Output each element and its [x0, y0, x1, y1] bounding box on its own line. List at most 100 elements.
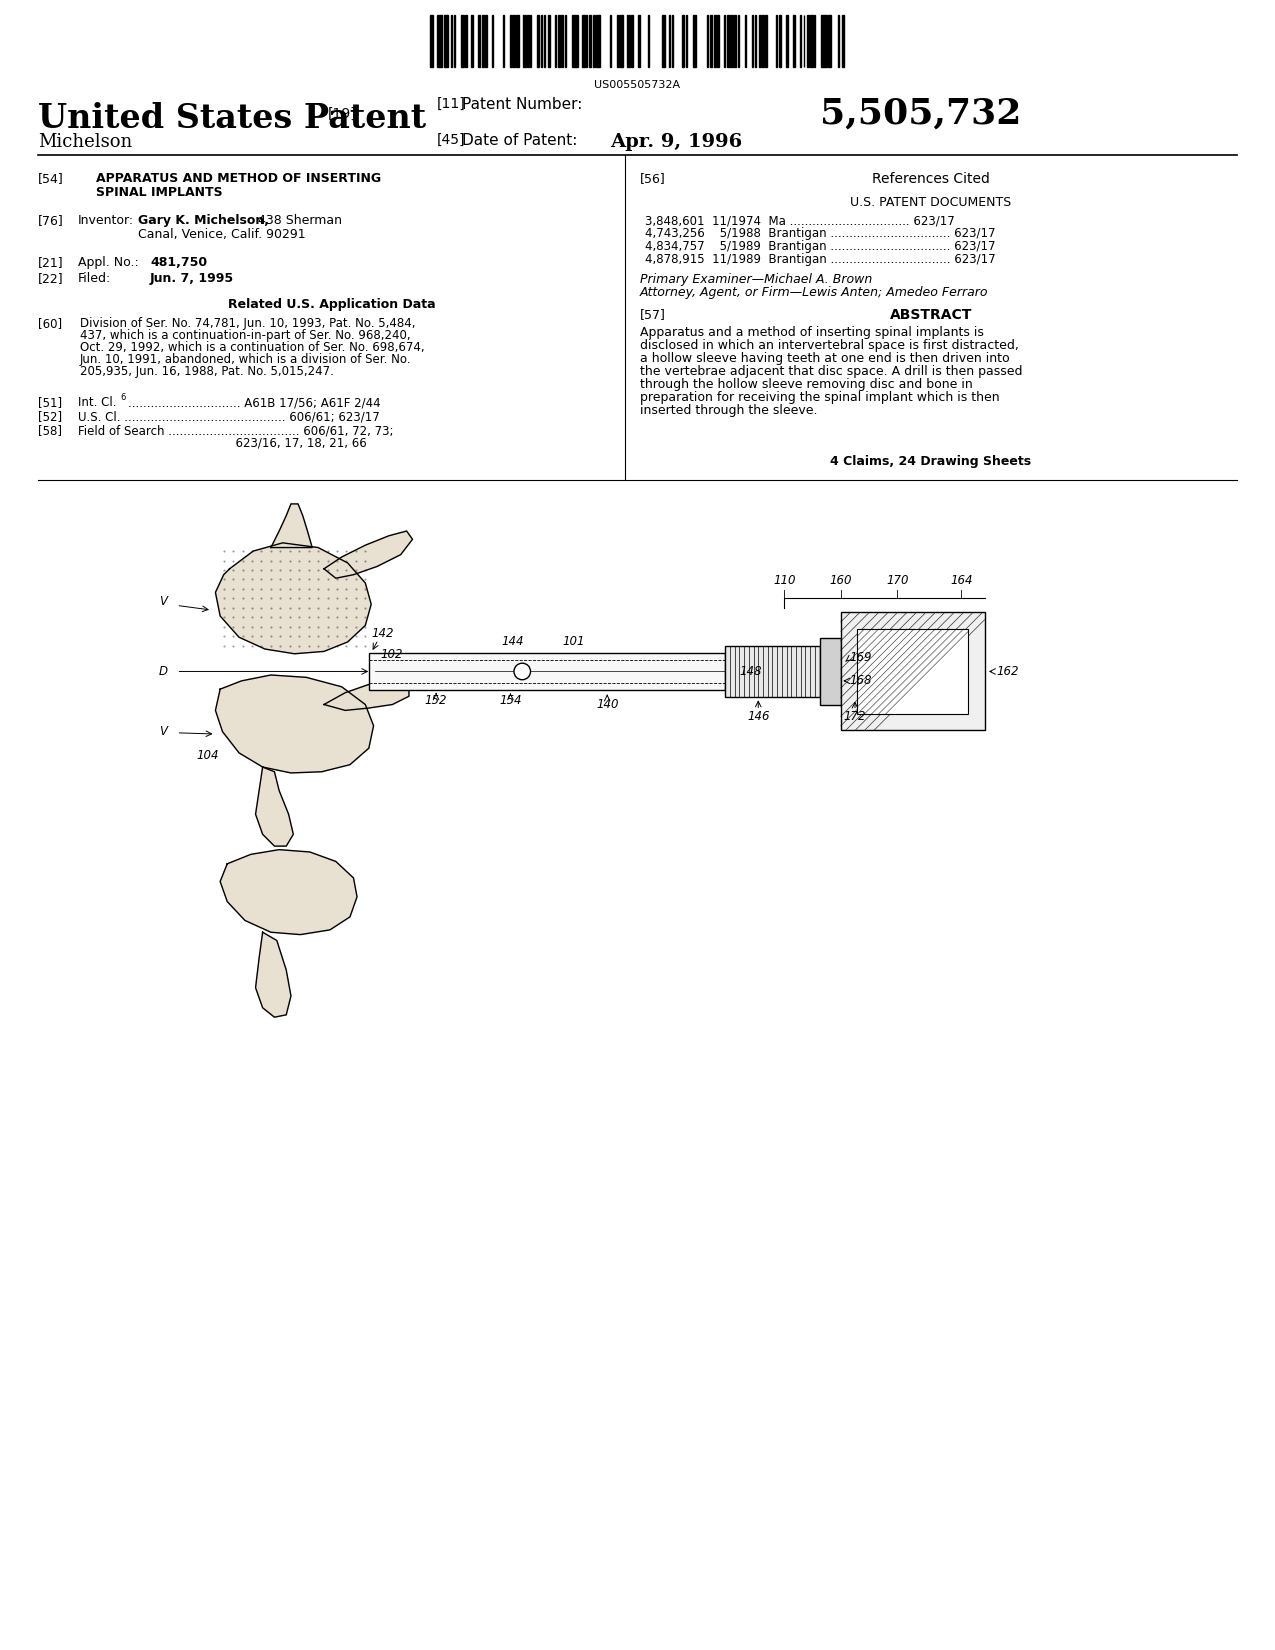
Bar [462, 15, 464, 68]
Bar [840, 612, 984, 731]
Bar [537, 15, 539, 68]
Text: [51]: [51] [38, 396, 62, 409]
Bar [765, 15, 768, 68]
Bar [620, 15, 623, 68]
Text: 438 Sherman: 438 Sherman [258, 214, 342, 228]
Text: Jun. 10, 1991, abandoned, which is a division of Ser. No.: Jun. 10, 1991, abandoned, which is a div… [80, 353, 412, 366]
Text: 481,750: 481,750 [150, 256, 207, 269]
Bar [631, 15, 632, 68]
Text: U.S. PATENT DOCUMENTS: U.S. PATENT DOCUMENTS [850, 196, 1011, 210]
Text: Inventor:: Inventor: [78, 214, 134, 228]
Text: inserted through the sleeve.: inserted through the sleeve. [640, 404, 817, 417]
Text: 169: 169 [849, 650, 872, 663]
Text: [52]: [52] [38, 409, 62, 422]
Text: 3,848,601  11/1974  Ma ................................ 623/17: 3,848,601 11/1974 Ma ...................… [645, 214, 955, 228]
Bar [464, 15, 467, 68]
Bar [717, 15, 719, 68]
Text: Division of Ser. No. 74,781, Jun. 10, 1993, Pat. No. 5,484,: Division of Ser. No. 74,781, Jun. 10, 19… [80, 317, 416, 330]
Text: 5,505,732: 5,505,732 [820, 97, 1021, 130]
Text: 4,743,256    5/1988  Brantigan ................................ 623/17: 4,743,256 5/1988 Brantigan .............… [645, 228, 996, 239]
Text: 144: 144 [501, 635, 524, 648]
Text: Michelson: Michelson [38, 134, 133, 152]
Text: Filed:: Filed: [78, 272, 111, 285]
Text: US005505732A: US005505732A [594, 79, 681, 91]
Text: 205,935, Jun. 16, 1988, Pat. No. 5,015,247.: 205,935, Jun. 16, 1988, Pat. No. 5,015,2… [80, 365, 334, 378]
Text: 102: 102 [381, 648, 403, 662]
Bar [842, 15, 844, 68]
Polygon shape [324, 531, 413, 578]
Bar [793, 15, 794, 68]
Text: a hollow sleeve having teeth at one end is then driven into: a hollow sleeve having teeth at one end … [640, 351, 1010, 365]
Bar [589, 15, 590, 68]
Bar [593, 15, 594, 68]
Text: 110: 110 [773, 574, 796, 587]
Text: 164: 164 [950, 574, 973, 587]
Text: [54]: [54] [38, 172, 64, 185]
Text: [57]: [57] [640, 309, 666, 322]
Bar [440, 15, 442, 68]
Text: Attorney, Agent, or Firm—Lewis Anten; Amedeo Ferraro: Attorney, Agent, or Firm—Lewis Anten; Am… [640, 285, 988, 299]
Text: V: V [159, 724, 167, 738]
Text: V: V [159, 596, 167, 609]
Bar [811, 15, 813, 68]
Bar [728, 15, 731, 68]
Bar [821, 15, 824, 68]
Bar [857, 629, 968, 714]
Text: United States Patent: United States Patent [38, 102, 426, 135]
Text: 4 Claims, 24 Drawing Sheets: 4 Claims, 24 Drawing Sheets [830, 455, 1031, 469]
Text: 104: 104 [196, 749, 219, 762]
Text: D: D [159, 665, 168, 678]
Bar [510, 15, 511, 68]
Text: the vertebrae adjacent that disc space. A drill is then passed: the vertebrae adjacent that disc space. … [640, 365, 1023, 378]
Text: APPARATUS AND METHOD OF INSERTING: APPARATUS AND METHOD OF INSERTING [96, 172, 381, 185]
Text: 170: 170 [886, 574, 909, 587]
Text: 142: 142 [371, 627, 394, 640]
Text: 154: 154 [500, 695, 521, 708]
Polygon shape [255, 932, 291, 1016]
Text: ABSTRACT: ABSTRACT [890, 309, 972, 322]
Text: 148: 148 [740, 665, 762, 678]
Text: Canal, Venice, Calif. 90291: Canal, Venice, Calif. 90291 [138, 228, 306, 241]
Text: [45]: [45] [437, 134, 465, 147]
Bar [547, 15, 550, 68]
Bar [368, 653, 725, 690]
Polygon shape [215, 543, 371, 653]
Text: 162: 162 [997, 665, 1019, 678]
Text: 160: 160 [830, 574, 852, 587]
Text: Patent Number:: Patent Number: [462, 97, 583, 112]
Bar [714, 15, 717, 68]
Text: Int. Cl.: Int. Cl. [78, 396, 116, 409]
Bar [575, 15, 578, 68]
Bar [775, 15, 778, 68]
Text: 6: 6 [120, 393, 125, 403]
Text: [19]: [19] [328, 107, 357, 120]
Text: disclosed in which an intervertebral space is first distracted,: disclosed in which an intervertebral spa… [640, 338, 1019, 351]
Bar [734, 15, 737, 68]
Bar [472, 15, 473, 68]
Bar [692, 15, 696, 68]
Polygon shape [221, 850, 357, 934]
Text: [56]: [56] [640, 172, 666, 185]
Text: Date of Patent:: Date of Patent: [462, 134, 578, 148]
Bar [725, 645, 820, 698]
Bar [558, 15, 560, 68]
Bar [762, 15, 765, 68]
Bar [430, 15, 434, 68]
Text: Primary Examiner—Michael A. Brown: Primary Examiner—Michael A. Brown [640, 272, 872, 285]
Bar [523, 15, 527, 68]
Polygon shape [255, 767, 293, 846]
Text: Jun. 7, 1995: Jun. 7, 1995 [150, 272, 235, 285]
Bar [595, 15, 599, 68]
Polygon shape [324, 681, 409, 711]
Bar [502, 15, 504, 68]
Text: 146: 146 [747, 710, 770, 723]
Polygon shape [270, 503, 312, 548]
Text: [21]: [21] [38, 256, 64, 269]
Bar [513, 15, 515, 68]
Text: through the hollow sleeve removing disc and bone in: through the hollow sleeve removing disc … [640, 378, 973, 391]
Text: References Cited: References Cited [872, 172, 989, 186]
Bar [710, 15, 713, 68]
Text: Gary K. Michelson,: Gary K. Michelson, [138, 214, 269, 228]
Text: Related U.S. Application Data: Related U.S. Application Data [228, 299, 435, 310]
Bar [565, 15, 566, 68]
